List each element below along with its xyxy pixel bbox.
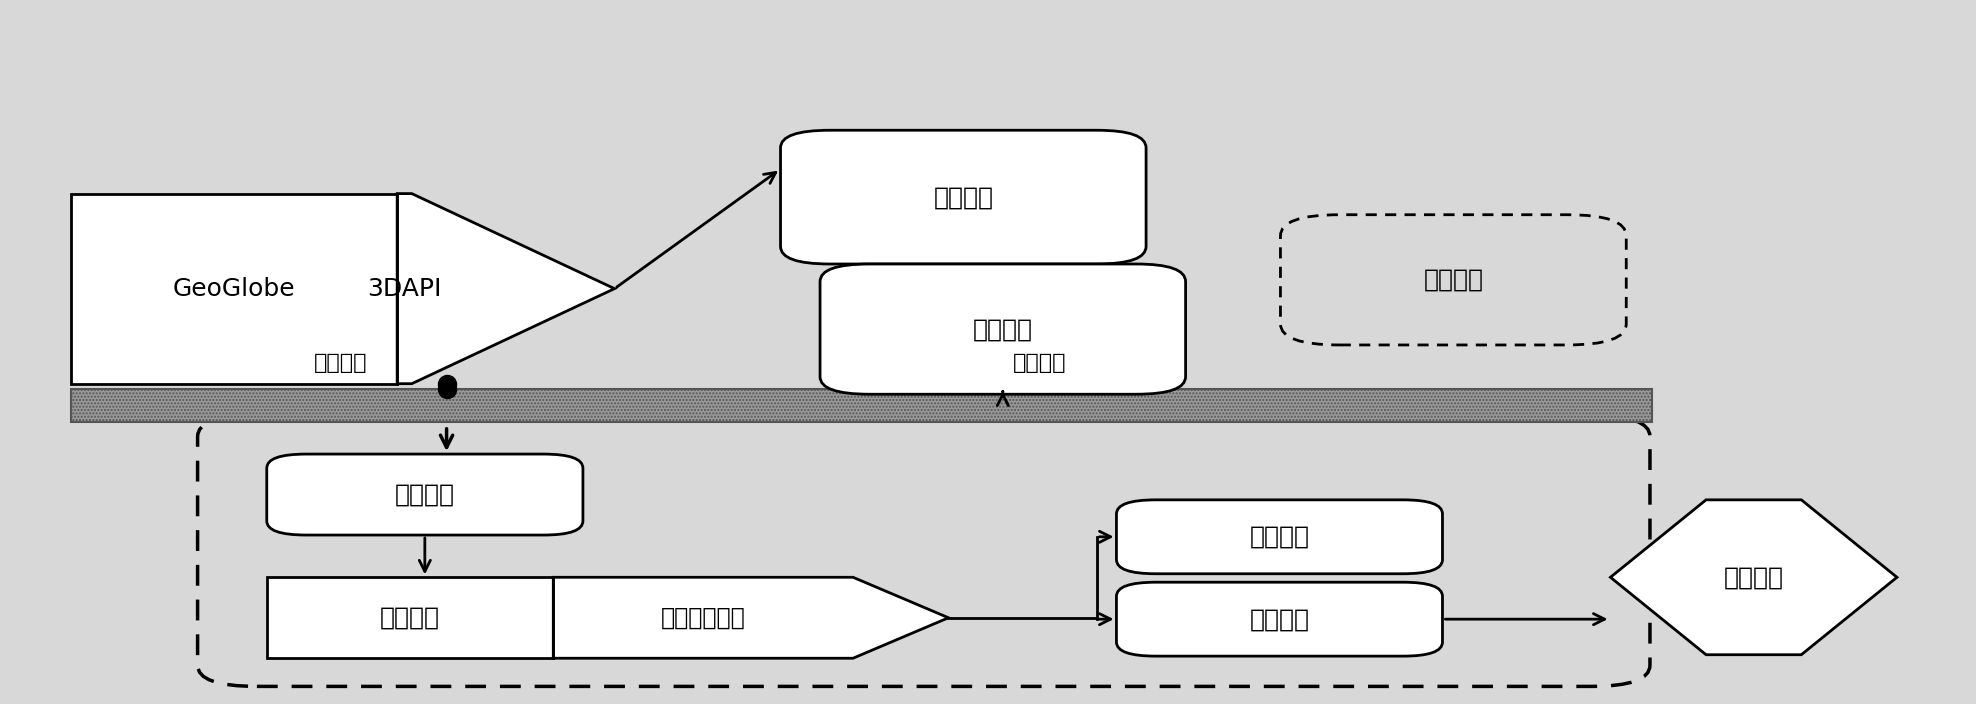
Text: 左眼图像: 左眼图像 (1249, 524, 1310, 549)
Text: 右眼图像: 右眼图像 (1249, 607, 1310, 631)
FancyBboxPatch shape (781, 130, 1146, 264)
Text: 立体输出: 立体输出 (1723, 565, 1784, 589)
Text: 矩阵参数: 矩阵参数 (395, 482, 454, 507)
Text: GeoGlobe: GeoGlobe (172, 277, 296, 301)
FancyBboxPatch shape (1280, 215, 1626, 345)
Text: 3DAPI: 3DAPI (368, 277, 443, 301)
Text: 立体影像生成: 立体影像生成 (660, 605, 745, 630)
FancyBboxPatch shape (198, 415, 1650, 686)
Bar (71, 194, 397, 384)
Polygon shape (553, 577, 948, 658)
Text: 调用拦截: 调用拦截 (314, 353, 368, 373)
Text: 深度输出: 深度输出 (933, 185, 994, 209)
FancyBboxPatch shape (267, 454, 583, 535)
Bar (71, 389, 1652, 422)
Text: 输出获取: 输出获取 (1012, 353, 1067, 373)
FancyBboxPatch shape (1116, 582, 1442, 656)
Text: 正常显示: 正常显示 (1423, 268, 1484, 292)
Text: 场景重构: 场景重构 (379, 605, 441, 630)
Polygon shape (397, 194, 615, 384)
Text: 颜色输出: 颜色输出 (972, 317, 1033, 341)
FancyBboxPatch shape (1116, 500, 1442, 574)
Polygon shape (1610, 500, 1897, 655)
FancyBboxPatch shape (820, 264, 1186, 394)
Bar (267, 577, 553, 658)
